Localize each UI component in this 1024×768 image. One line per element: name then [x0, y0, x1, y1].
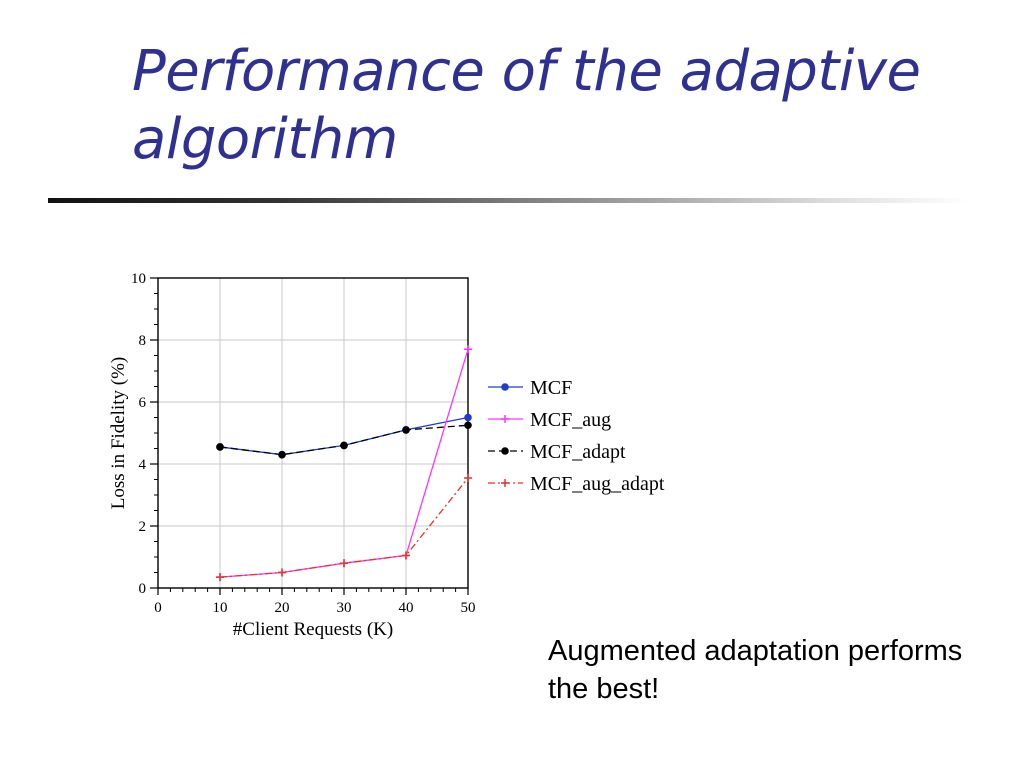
data-point-mcf_adapt	[278, 450, 286, 459]
data-point-mcf_aug_adapt	[464, 473, 472, 482]
x-tick-label: 0	[154, 600, 162, 616]
legend-label-mcf_adapt: MCF_adapt	[530, 441, 626, 463]
data-point-mcf_aug_adapt	[402, 551, 410, 560]
data-point-mcf_aug_adapt	[340, 559, 348, 568]
x-tick-label: 40	[399, 600, 414, 616]
legend-marker-mcf	[501, 383, 509, 391]
y-tick-label: 10	[131, 271, 146, 287]
plot-frame	[157, 277, 469, 589]
data-point-mcf_aug_adapt	[278, 568, 286, 577]
y-tick-label: 8	[139, 333, 147, 349]
legend-label-mcf_aug_adapt: MCF_aug_adapt	[530, 473, 665, 495]
x-tick-label: 10	[213, 600, 228, 616]
data-point-mcf_aug	[464, 345, 472, 354]
legend-marker-mcf_aug_adapt	[501, 479, 509, 487]
legend-marker-mcf_adapt	[501, 447, 509, 455]
x-tick-label: 20	[275, 600, 290, 616]
data-point-mcf_adapt	[402, 426, 410, 434]
data-point-mcf	[464, 413, 472, 422]
legend-label-mcf_aug: MCF_aug	[530, 409, 611, 431]
y-tick-label: 4	[139, 457, 147, 473]
chart-axes: 0 10 20 30 40 50 0 2 4 6 8 10	[131, 271, 476, 616]
slide-title: Performance of the adaptive algorithm	[132, 39, 921, 172]
y-tick-label: 0	[139, 581, 147, 597]
y-tick-label: 2	[139, 519, 147, 535]
legend-label-mcf: MCF	[530, 377, 572, 399]
x-tick-label: 50	[461, 600, 476, 616]
chart-legend: MCF MCF_aug MCF_adapt MCF_aug_adapt	[488, 377, 665, 495]
x-tick-label: 30	[337, 600, 352, 616]
y-axis-label: Loss in Fidelity (%)	[108, 357, 129, 510]
title-divider	[48, 198, 968, 203]
caption-text: Augmented adaptation performs the best!	[548, 635, 963, 705]
chart-grid	[158, 278, 468, 588]
data-point-mcf_adapt	[464, 421, 472, 430]
data-point-mcf_adapt	[340, 441, 348, 450]
chart-series	[216, 345, 472, 582]
y-tick-label: 6	[139, 395, 147, 411]
data-point-mcf_adapt	[216, 443, 224, 451]
legend-marker-mcf_aug	[501, 415, 509, 423]
x-axis-label: #Client Requests (K)	[233, 619, 393, 640]
data-point-mcf_aug_adapt	[216, 573, 224, 582]
